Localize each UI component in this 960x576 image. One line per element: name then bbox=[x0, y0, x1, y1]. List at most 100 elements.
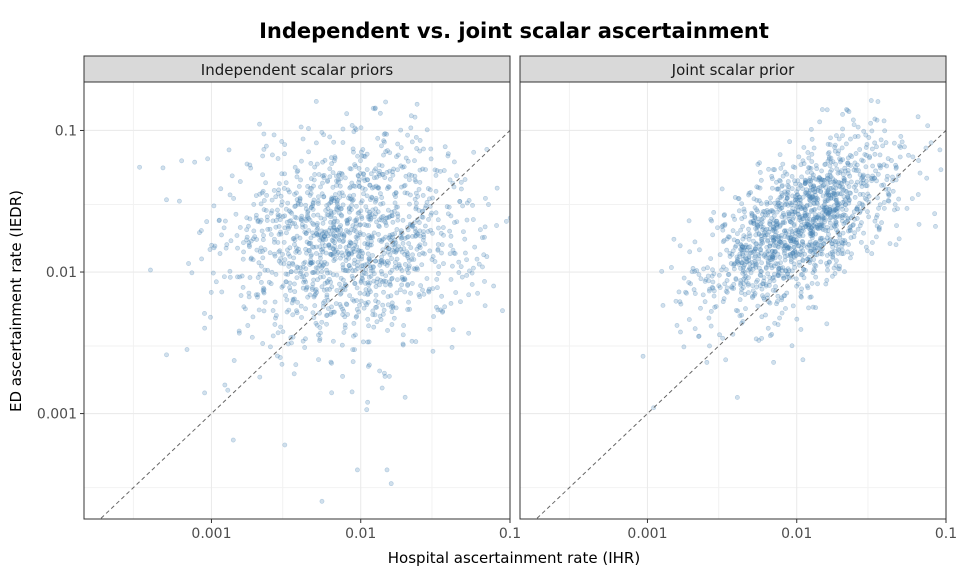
scatter-point bbox=[391, 249, 397, 255]
scatter-point bbox=[346, 243, 352, 249]
scatter-point bbox=[855, 168, 861, 173]
scatter-point bbox=[392, 244, 398, 250]
scatter-point bbox=[770, 235, 776, 241]
scatter-point bbox=[744, 247, 750, 253]
scatter-point bbox=[808, 179, 814, 185]
scatter-point bbox=[355, 233, 361, 239]
scatter-point bbox=[703, 277, 709, 282]
scatter-point bbox=[810, 270, 816, 276]
scatter-point bbox=[319, 269, 325, 275]
scatter-point bbox=[707, 286, 713, 292]
scatter-point bbox=[335, 177, 341, 183]
scatter-point bbox=[347, 216, 353, 222]
scatter-point bbox=[735, 308, 741, 314]
scatter-point bbox=[365, 240, 371, 246]
scatter-point bbox=[780, 273, 786, 279]
scatter-point bbox=[377, 259, 383, 265]
scatter-point bbox=[303, 202, 309, 208]
scatter-point bbox=[720, 335, 726, 341]
scatter-point bbox=[320, 263, 325, 269]
scatter-point bbox=[702, 279, 708, 284]
scatter-point bbox=[282, 257, 288, 263]
scatter-point bbox=[230, 437, 236, 443]
scatter-point bbox=[294, 215, 299, 221]
scatter-point bbox=[820, 183, 826, 188]
scatter-point bbox=[430, 286, 436, 291]
scatter-point bbox=[361, 175, 367, 181]
scatter-point bbox=[328, 231, 334, 237]
scatter-point bbox=[770, 256, 776, 261]
scatter-point bbox=[413, 200, 419, 206]
scatter-point bbox=[244, 234, 250, 240]
scatter-point bbox=[807, 216, 812, 222]
scatter-point bbox=[222, 382, 228, 388]
scatter-point bbox=[770, 228, 776, 233]
scatter-point bbox=[395, 213, 401, 219]
scatter-point bbox=[802, 210, 808, 216]
scatter-point bbox=[315, 198, 321, 204]
scatter-point bbox=[305, 208, 311, 214]
scatter-point bbox=[315, 225, 321, 231]
scatter-point bbox=[329, 227, 335, 233]
scatter-point bbox=[847, 228, 853, 234]
scatter-point bbox=[720, 227, 726, 233]
scatter-point bbox=[377, 368, 383, 374]
scatter-point bbox=[740, 251, 745, 257]
scatter-point bbox=[306, 247, 312, 253]
scatter-point bbox=[767, 300, 773, 306]
scatter-point bbox=[313, 320, 319, 326]
scatter-point bbox=[722, 212, 727, 217]
scatter-point bbox=[435, 242, 441, 247]
scatter-point bbox=[822, 207, 828, 213]
scatter-point bbox=[781, 239, 787, 245]
scatter-point bbox=[324, 203, 330, 208]
scatter-point bbox=[753, 232, 759, 238]
scatter-point bbox=[355, 249, 361, 255]
scatter-point bbox=[186, 261, 191, 266]
scatter-point bbox=[790, 206, 796, 211]
scatter-point bbox=[769, 176, 775, 182]
scatter-point bbox=[802, 212, 808, 218]
scatter-point bbox=[689, 269, 695, 275]
scatter-point bbox=[845, 162, 851, 168]
scatter-point bbox=[802, 180, 808, 186]
scatter-point bbox=[773, 243, 778, 249]
scatter-point bbox=[770, 209, 776, 215]
scatter-point bbox=[261, 147, 267, 152]
scatter-point bbox=[407, 221, 413, 227]
scatter-point bbox=[359, 214, 364, 220]
scatter-point bbox=[814, 200, 820, 206]
scatter-point bbox=[775, 251, 781, 257]
scatter-point bbox=[744, 256, 750, 262]
scatter-point bbox=[792, 209, 798, 215]
scatter-point bbox=[819, 225, 825, 231]
scatter-point bbox=[812, 217, 818, 223]
scatter-point bbox=[818, 259, 824, 265]
scatter-point bbox=[781, 275, 787, 281]
scatter-point bbox=[383, 220, 389, 226]
scatter-point bbox=[387, 279, 392, 285]
scatter-point bbox=[327, 225, 333, 231]
scatter-point bbox=[797, 217, 803, 223]
scatter-point bbox=[290, 297, 296, 303]
scatter-point bbox=[314, 289, 320, 295]
scatter-point bbox=[290, 260, 295, 266]
scatter-point bbox=[823, 209, 829, 215]
scatter-point bbox=[288, 269, 294, 275]
scatter-point bbox=[335, 227, 341, 233]
y-tick-label: 0.1 bbox=[55, 123, 77, 139]
scatter-point bbox=[310, 244, 315, 250]
scatter-point bbox=[372, 105, 378, 111]
scatter-point bbox=[875, 195, 880, 201]
scatter-point bbox=[800, 271, 805, 277]
identity-line bbox=[535, 129, 946, 519]
scatter-point bbox=[341, 234, 347, 240]
scatter-point bbox=[789, 231, 795, 237]
scatter-point bbox=[351, 192, 357, 198]
scatter-point bbox=[779, 183, 785, 189]
scatter-point bbox=[795, 186, 801, 192]
scatter-point bbox=[749, 213, 755, 219]
scatter-point bbox=[799, 286, 805, 292]
scatter-point bbox=[259, 190, 265, 196]
scatter-point bbox=[334, 206, 339, 211]
